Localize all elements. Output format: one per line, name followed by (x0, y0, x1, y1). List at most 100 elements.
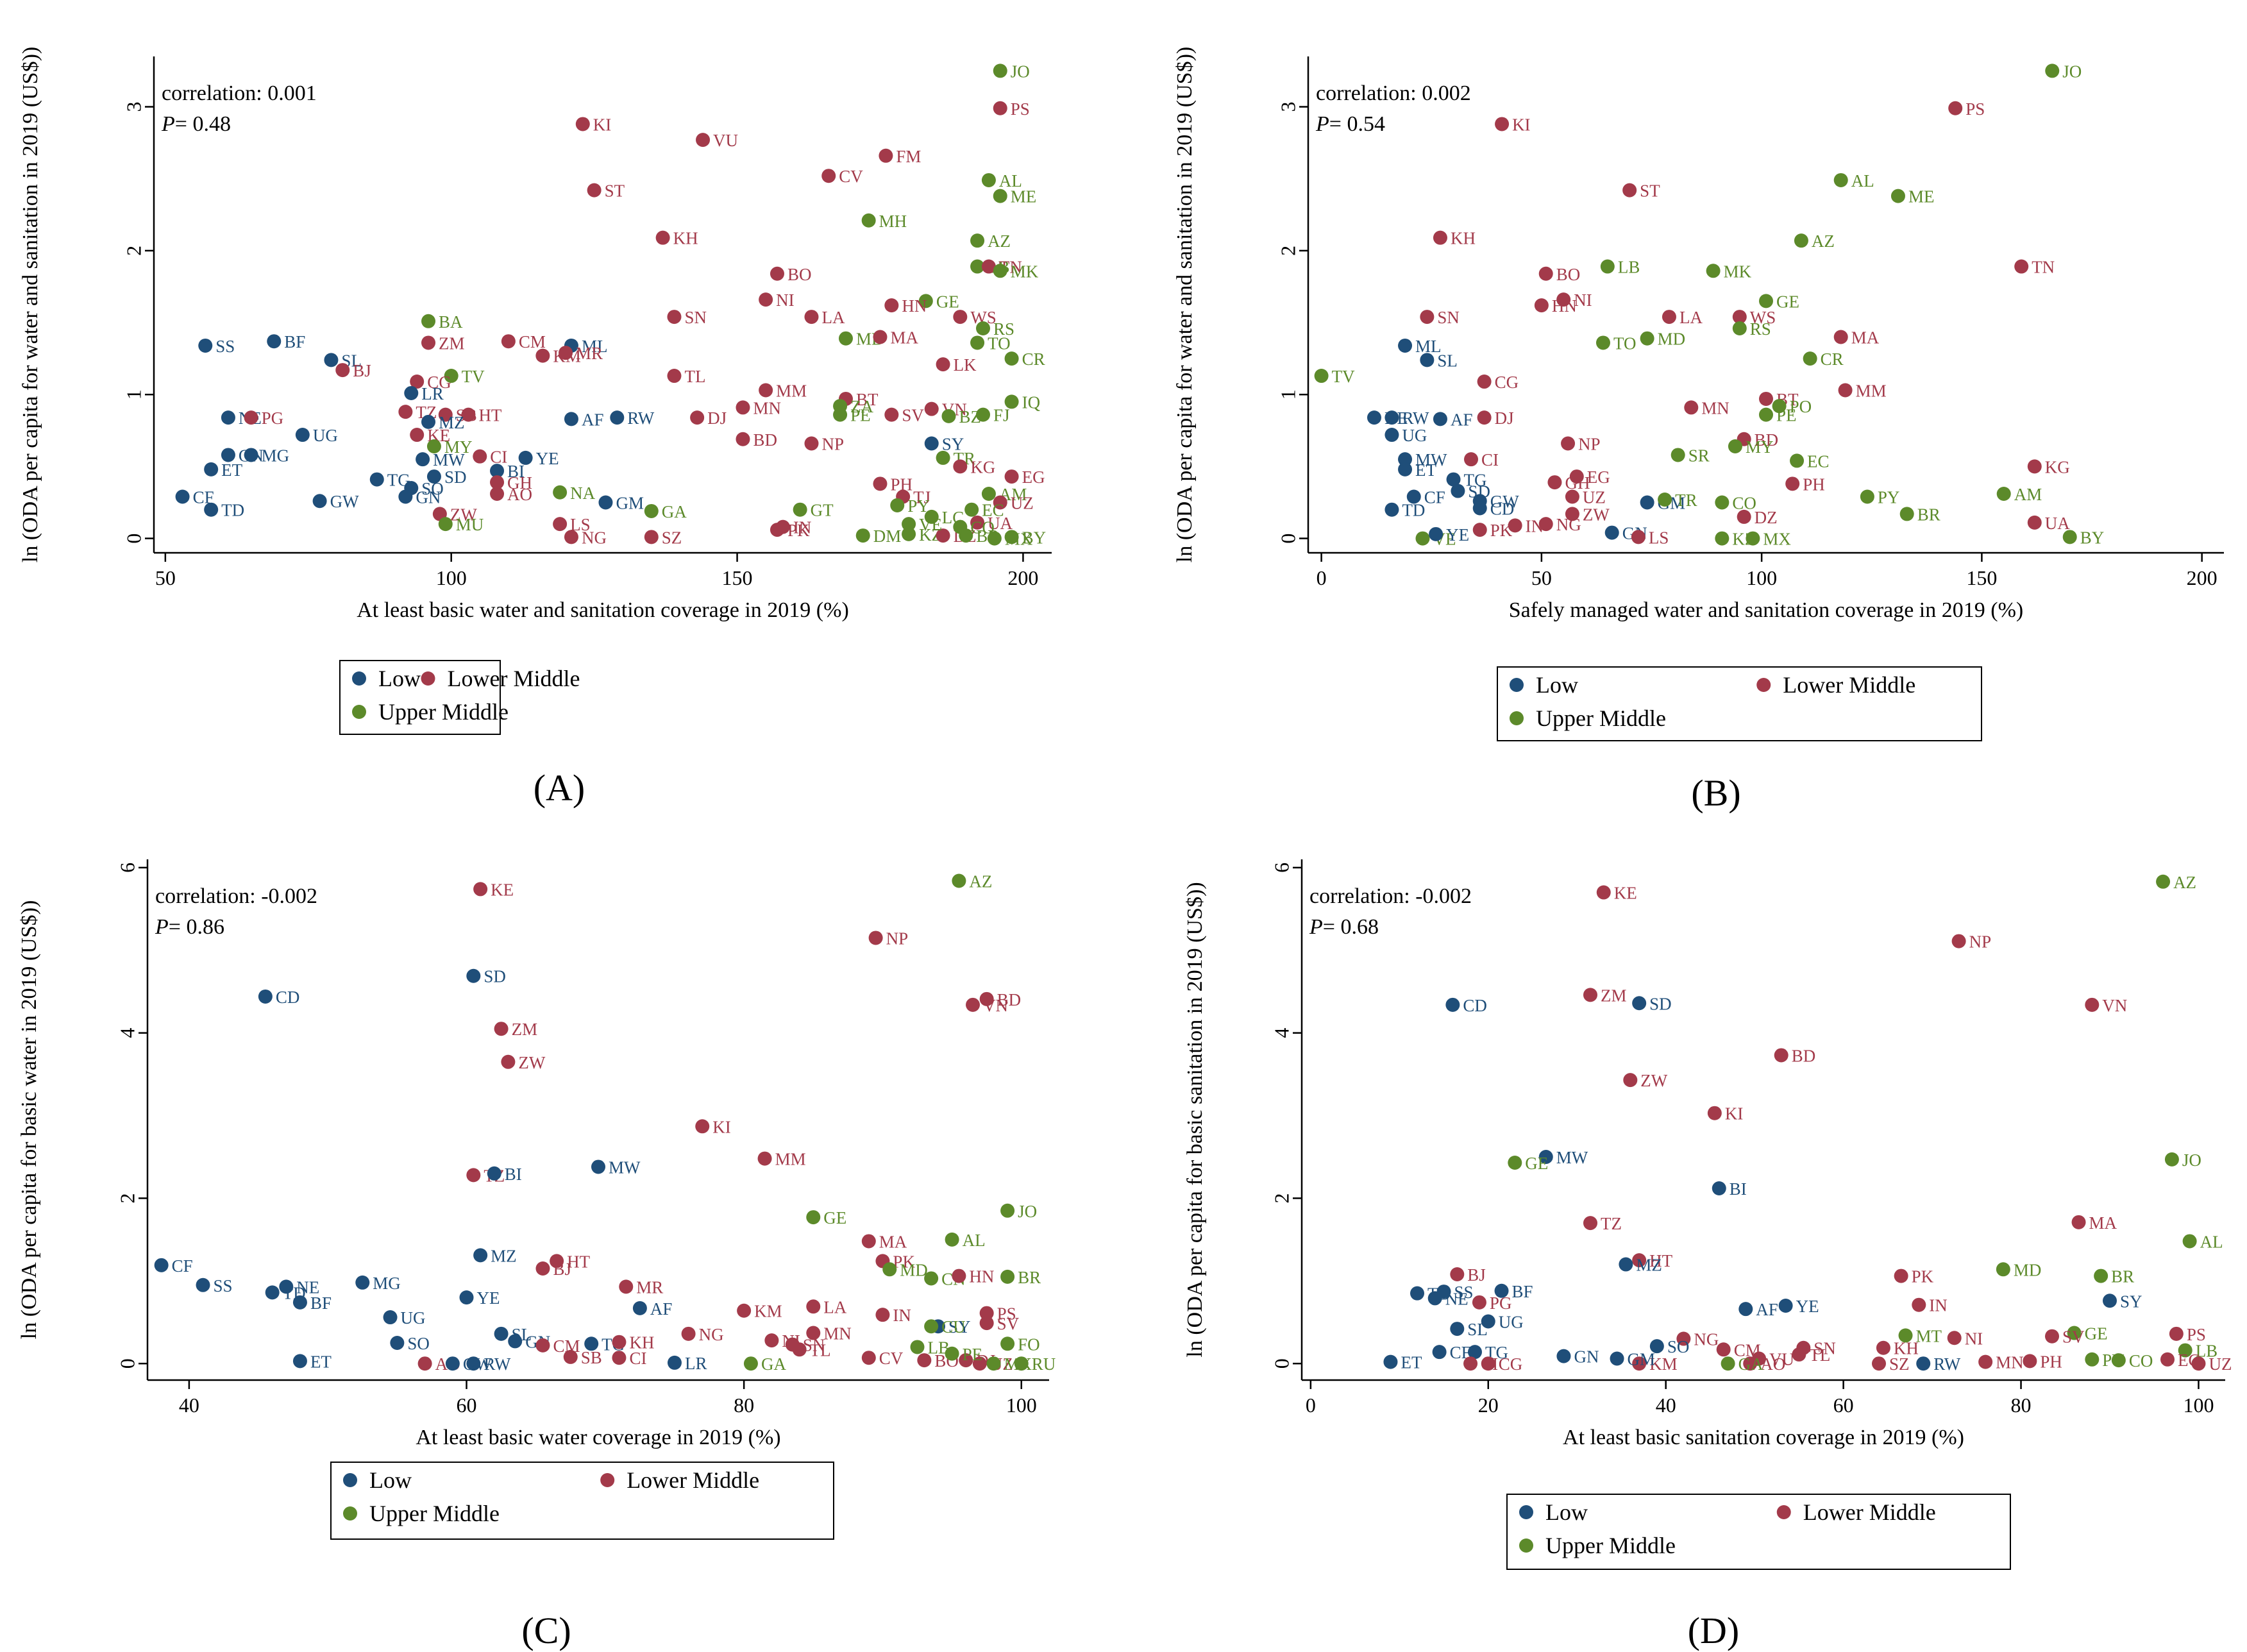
data-point-mw (1398, 452, 1413, 467)
data-label-ss: SS (1454, 1283, 1474, 1302)
p-value: = 0.48 (175, 112, 231, 136)
data-label-ge: GE (823, 1208, 846, 1227)
data-point-ec (1790, 453, 1805, 468)
data-point-lb (2178, 1343, 2192, 1358)
data-point-tz (466, 1168, 481, 1183)
data-label-mr: MR (636, 1277, 663, 1297)
data-label-mn: MN (1996, 1353, 2024, 1372)
data-point-ga (1721, 1356, 1735, 1371)
data-point-cg (1481, 1356, 1495, 1371)
data-label-ng: NG (1694, 1330, 1719, 1349)
data-label-eg: EG (1022, 468, 1045, 487)
data-point-cf (175, 489, 190, 504)
legend-label-upper-middle: Upper Middle (1536, 705, 1666, 731)
data-point-kh (612, 1335, 627, 1349)
data-point-jo (2045, 63, 2060, 78)
data-point-rw (1384, 410, 1399, 425)
data-label-pe: PE (1776, 406, 1797, 425)
data-label-so: SO (421, 479, 444, 498)
data-point-pe (1759, 407, 1773, 422)
data-point-ua (2027, 515, 2042, 530)
data-point-ps (1948, 101, 1963, 115)
data-label-cr: CR (1821, 350, 1844, 369)
data-point-in (1508, 518, 1522, 533)
data-point-md (882, 1262, 897, 1277)
data-label-sd: SD (1649, 994, 1672, 1013)
data-label-bi: BI (505, 1165, 522, 1184)
x-tick-label: 100 (1006, 1394, 1037, 1417)
data-point-lc (924, 509, 939, 524)
data-point-et (1383, 1354, 1398, 1369)
x-tick-label: 80 (2011, 1394, 2032, 1417)
data-label-la: LA (821, 308, 845, 327)
data-label-af: AF (582, 410, 604, 429)
data-point-ke (1596, 885, 1611, 900)
data-point-lk (936, 357, 950, 372)
data-point-ge (806, 1210, 821, 1225)
data-point-td (204, 502, 219, 517)
data-point-ge (1508, 1156, 1522, 1170)
data-point-ga (644, 503, 659, 518)
data-label-zw: ZW (518, 1053, 545, 1072)
data-point-ma (1833, 330, 1848, 344)
data-label-af: AF (1451, 410, 1473, 429)
data-point-me (993, 189, 1007, 203)
data-label-dm: DM (873, 527, 902, 546)
data-label-ao: AO (1760, 1354, 1785, 1374)
data-point-ug (383, 1310, 398, 1325)
data-label-ng: NG (1556, 515, 1581, 534)
data-point-sv (979, 1316, 994, 1331)
data-point-az (1794, 233, 1808, 248)
data-point-mw (591, 1159, 605, 1174)
data-point-jo (1000, 1203, 1015, 1218)
data-label-sr: SR (1688, 446, 1710, 465)
data-point-mt (1898, 1328, 1913, 1343)
data-point-vu (696, 133, 711, 148)
data-point-gh (490, 475, 505, 490)
data-label-cf: CF (1424, 488, 1445, 507)
data-label-kh: KH (1451, 229, 1476, 248)
data-label-mu: MU (456, 515, 484, 534)
x-tick-label: 0 (1317, 566, 1327, 589)
data-label-tv: TV (1332, 367, 1355, 386)
y-tick-label: 1 (1276, 389, 1299, 400)
data-point-tz (398, 405, 413, 419)
data-label-ps: PS (1011, 99, 1030, 119)
data-label-vn: VN (2102, 996, 2127, 1015)
data-label-dj: DJ (1495, 409, 1514, 428)
data-point-cd (1445, 997, 1460, 1012)
data-label-ps: PS (1965, 99, 1985, 119)
legend-box (330, 1462, 834, 1540)
data-label-mw: MW (609, 1158, 641, 1177)
data-point-cn (924, 1271, 939, 1286)
data-point-bi (1712, 1181, 1726, 1195)
data-label-ps: PS (2187, 1325, 2206, 1344)
data-point-gn2 (398, 489, 413, 504)
data-point-pk (1894, 1268, 1908, 1283)
data-label-tz: TZ (1601, 1214, 1622, 1233)
data-point-bd (736, 432, 750, 446)
p-value: = 0.86 (169, 915, 224, 939)
data-point-bd (1774, 1048, 1788, 1063)
data-label-kh: KH (673, 229, 698, 248)
x-tick-label: 100 (1746, 566, 1777, 589)
data-point-kz (1715, 531, 1729, 546)
data-label-pk: PK (1912, 1267, 1934, 1286)
data-point-ge (918, 294, 933, 308)
data-label-ec: EC (982, 501, 1004, 520)
data-label-kh: KH (629, 1333, 654, 1353)
data-label-to: TO (1613, 333, 1637, 353)
data-point-gm (1640, 495, 1654, 510)
data-point-tg (1468, 1345, 1482, 1360)
data-point-ls (1631, 530, 1645, 544)
data-point-so (1649, 1339, 1664, 1354)
data-label-pk: PK (787, 521, 810, 540)
data-point-ml (1398, 338, 1413, 353)
data-point-sb (438, 407, 453, 422)
data-point-sy (924, 436, 939, 451)
data-point-mm (757, 1151, 772, 1166)
data-label-bo: BO (1556, 265, 1581, 284)
data-point-fm (879, 148, 893, 163)
data-label-ni: NI (776, 291, 795, 310)
data-point-np (1951, 934, 1966, 948)
